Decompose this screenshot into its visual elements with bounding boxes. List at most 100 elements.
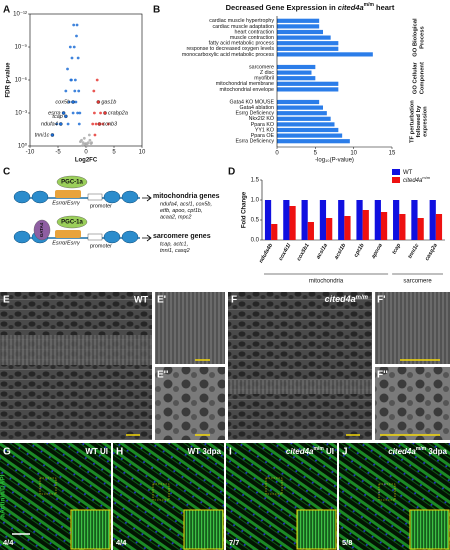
gene-label: esrra [48,110,61,116]
category-label: Esrrg Deficiency [235,111,274,117]
nucleosome [103,190,121,204]
point [79,140,82,144]
point [70,56,74,60]
category-label: YY1 KO [255,127,274,133]
bar [374,200,381,240]
y-tick-label: 10⁻³ [15,111,27,117]
point [66,67,69,71]
point [93,133,97,137]
target-label: sarcomere genes [153,233,211,240]
nucleosome [121,230,139,244]
x-tick-label: 10 [350,151,357,157]
condition-label: cited4am/m [325,294,369,304]
x-tick-label: tnni1c [407,243,420,260]
text-part: cited4a [338,3,364,12]
annotated-point [103,111,107,115]
nucleosome [31,190,49,204]
category-label: mitochondrial membrane [216,81,274,87]
category-label: Z disc [260,70,274,76]
legend-swatch [392,169,400,175]
x-tick-label: apooa [371,243,384,260]
text-part: Process [419,26,425,49]
enrichment-chart: Decreased Gene Expression in cited4am/m … [182,2,428,163]
bar [399,214,406,240]
factor [33,219,51,241]
bar [411,200,418,240]
point [73,78,77,82]
ratio-label: 5/8 [342,538,352,547]
x-tick-label: -5 [55,150,61,156]
category-label: Ppara KO [251,122,274,128]
y-tick-label: 1.5 [251,178,260,184]
text-part: m/m [422,175,430,180]
panel-label: H [116,447,123,458]
text-part: WT UI [85,447,108,456]
y-axis-label: FDR p-value [6,62,12,98]
condition-label: WT 3dpa [188,447,222,456]
bar [283,200,290,240]
annotated-point [50,133,55,137]
bar [289,206,296,240]
bar [277,87,339,92]
panel-label: D [228,167,235,178]
point [73,89,77,93]
gene-list: acaa2, mpc2 [160,214,192,220]
bar [319,200,327,240]
bar [277,105,323,110]
text-part: GO Biological [412,18,418,57]
promoter-label: promoter [90,203,112,209]
x-tick-label: casq2a [424,243,439,262]
bar [277,64,316,70]
point [66,122,70,126]
receptor [55,230,81,238]
factor-label: PGC-1a [61,220,83,226]
point [78,111,82,115]
group-label: GO BiologicalProcess [412,18,425,57]
panel-label: C [3,167,10,178]
receptor-label: Esrrα/Esrrγ [52,200,81,206]
bar [277,122,335,127]
category-label: mitochondrial envelope [220,87,275,93]
x-tick-label: 10 [139,150,146,156]
bar [271,224,278,240]
x-tick-label: ndufa4b [258,242,274,264]
x-tick-label: acsl1b [334,242,348,260]
point [81,144,85,147]
point [99,111,102,115]
bar [380,212,388,240]
ratio-label: 7/7 [229,538,239,547]
bar [277,133,343,138]
x-tick-label: 5 [112,150,116,156]
em-image [155,292,225,364]
x-tick-label: 15 [389,151,396,157]
y-axis-label: Fold Change [242,191,248,228]
point [91,122,95,126]
panel-label: E' [157,295,166,306]
inset [183,509,224,550]
gene-label: ndufa4 [41,121,58,127]
text-part: m/m [364,2,375,8]
inset [409,509,450,550]
x-axis-label: -log₁₀(P-value) [315,158,354,164]
panel-label: J [342,447,348,458]
category-label: sarcomere [249,64,274,70]
bar [429,200,436,240]
point [72,45,76,49]
point [77,122,81,126]
panel-label: A [3,5,10,16]
group-label: mitochondria [309,279,344,285]
inset [296,509,337,550]
x-tick-label: 0 [84,150,88,156]
category-label: Esrra Deficiency [235,139,274,145]
factor [56,175,88,189]
y-tick-label: 10⁰ [18,143,28,150]
roi-box [378,483,396,501]
bar [277,18,320,23]
text-part: cited4a [388,447,416,456]
bar [362,210,369,240]
point [69,78,73,82]
text-part: m/m [356,295,369,301]
ratio-label: 4/4 [3,538,14,547]
point [92,89,96,93]
